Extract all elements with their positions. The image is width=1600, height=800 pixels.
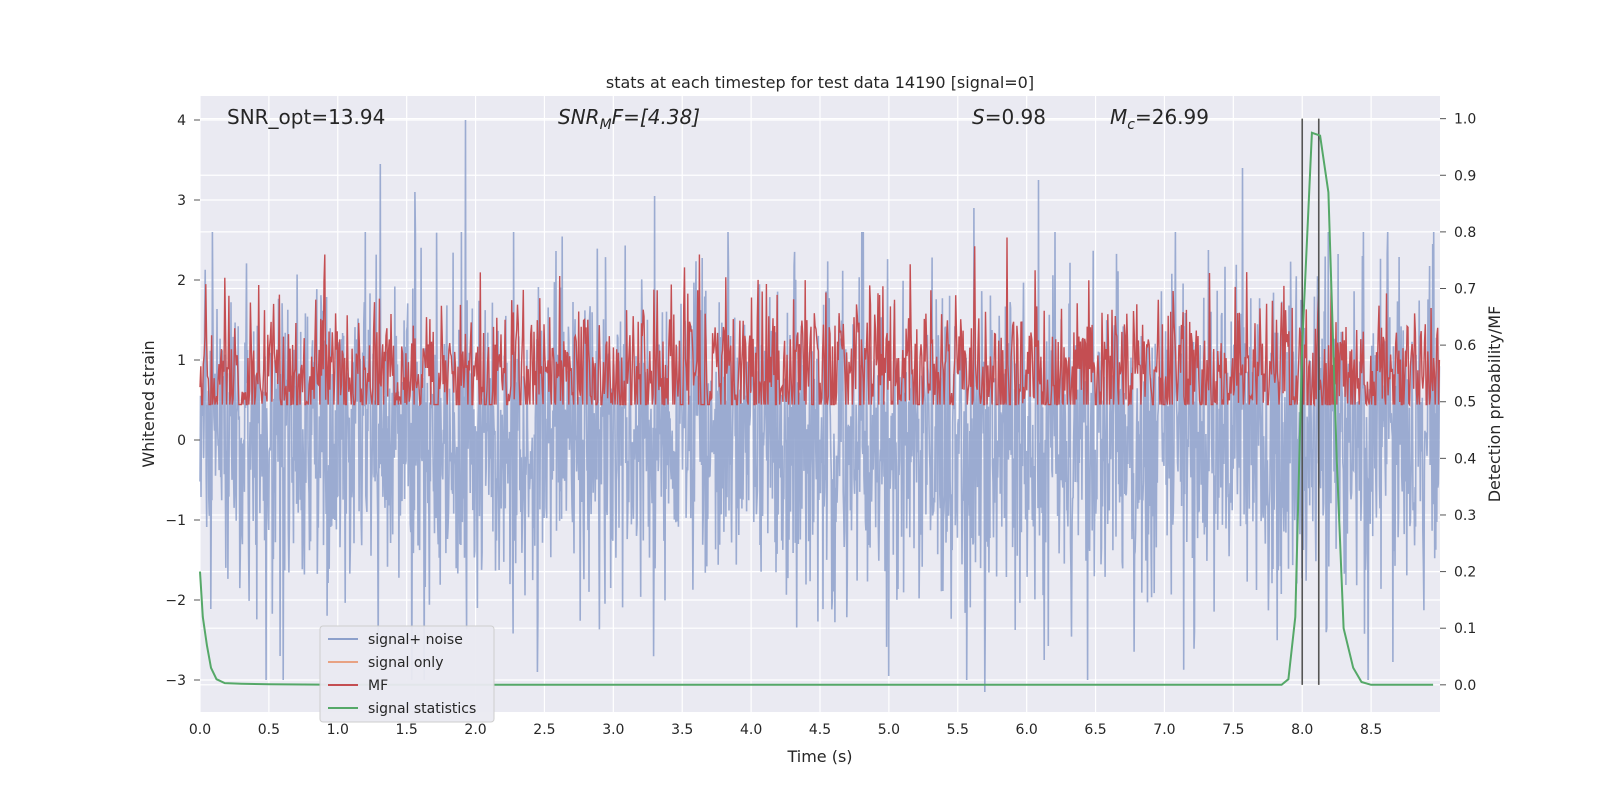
y-tick-label-right: 0.0 (1454, 678, 1476, 694)
y-tick-label-right: 0.9 (1454, 168, 1476, 184)
x-tick-label: 2.5 (533, 722, 555, 738)
x-tick-label: 5.0 (878, 722, 900, 738)
legend-label-mf: MF (368, 678, 388, 694)
x-tick-label: 6.0 (1016, 722, 1038, 738)
y-tick-label-right: 0.7 (1454, 282, 1476, 298)
y-tick-label-right: 0.4 (1454, 451, 1476, 467)
annotation-mc: Mc=26.99 (1110, 105, 1209, 133)
y-tick-label-left: 2 (177, 273, 186, 289)
legend-label-signal-only: signal only (368, 655, 443, 671)
y-tick-label-left: 3 (177, 193, 186, 209)
x-tick-label: 1.5 (396, 722, 418, 738)
x-tick-label: 6.5 (1084, 722, 1106, 738)
chart-title: stats at each timestep for test data 141… (606, 73, 1034, 92)
x-tick-label: 8.0 (1291, 722, 1313, 738)
x-tick-label: 4.0 (740, 722, 762, 738)
y-tick-label-right: 0.8 (1454, 225, 1476, 241)
y-tick-label-right: 0.3 (1454, 508, 1476, 524)
x-tick-label: 3.0 (602, 722, 624, 738)
y-tick-label-right: 0.6 (1454, 338, 1476, 354)
x-tick-label: 8.5 (1360, 722, 1382, 738)
y-tick-label-left: −3 (165, 673, 186, 689)
y-tick-label-right: 0.1 (1454, 621, 1476, 637)
y-tick-label-left: 1 (177, 353, 186, 369)
y-tick-label-left: 0 (177, 433, 186, 449)
series-mf (199, 237, 1441, 407)
vlines-layer (199, 118, 1434, 686)
legend-label-signal-noise: signal+ noise (368, 632, 463, 648)
x-tick-label: 0.5 (258, 722, 280, 738)
x-tick-label: 5.5 (947, 722, 969, 738)
y-tick-label-right: 0.2 (1454, 565, 1476, 581)
legend: signal+ noise signal only MF signal stat… (319, 625, 495, 723)
y-axis-label-left: Whitened strain (139, 340, 158, 467)
x-tick-label: 2.0 (464, 722, 486, 738)
series-signal-statistics (199, 131, 1434, 686)
x-tick-label: 3.5 (671, 722, 693, 738)
y-tick-label-left: −2 (165, 593, 186, 609)
y-axis-label-right: Detection probability/MF (1485, 306, 1504, 503)
x-tick-label: 7.0 (1153, 722, 1175, 738)
y-tick-label-left: −1 (165, 513, 186, 529)
series-signal-noise (199, 119, 1441, 693)
legend-box (319, 625, 495, 723)
annotation-s: S=0.98 (972, 105, 1046, 129)
x-axis-label: Time (s) (786, 747, 852, 766)
legend-label-signal-statistics: signal statistics (368, 701, 476, 717)
y-tick-label-right: 0.5 (1454, 395, 1476, 411)
x-tick-label: 0.0 (189, 722, 211, 738)
y-tick-label-right: 1.0 (1454, 112, 1476, 128)
y-tick-label-left: 4 (177, 113, 186, 129)
x-tick-label: 4.5 (809, 722, 831, 738)
x-tick-label: 7.5 (1222, 722, 1244, 738)
ticks-layer: 0.0 0.5 1.0 1.5 2.0 2.5 3.0 3.5 4.0 4.5 5.0 5.5 6.0 6… (165, 112, 1476, 738)
series-layer (199, 119, 1441, 693)
annotation-snr-mf: SNRMF=[4.38] (558, 105, 700, 133)
x-tick-label: 1.0 (327, 722, 349, 738)
annotation-snr-opt: SNR_opt=13.94 (227, 105, 385, 129)
